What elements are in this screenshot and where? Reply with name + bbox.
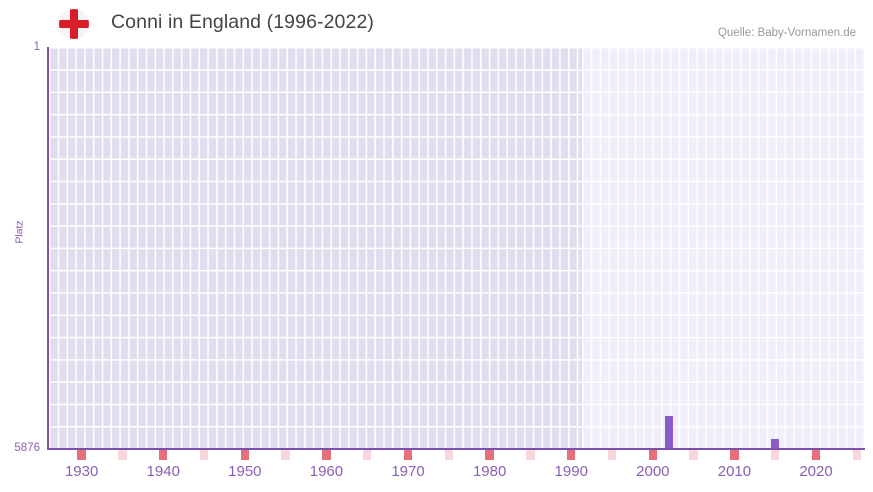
x-tick-2005: [689, 450, 698, 460]
chart-title: Conni in England (1996-2022): [111, 11, 374, 33]
x-tick-1995: [607, 450, 617, 460]
x-axis-tick-label-1960: 1960: [309, 463, 344, 480]
x-axis-tick-label-1930: 1930: [64, 463, 99, 480]
bar-2015[interactable]: [771, 438, 780, 448]
x-axis-tick-label-1980: 1980: [472, 463, 507, 480]
x-axis-tick-label-2010: 2010: [717, 463, 752, 480]
x-tick-2000: [648, 450, 658, 460]
x-axis-tick-label-1990: 1990: [554, 463, 588, 480]
x-tick-2020: [811, 450, 821, 460]
x-tick-1950: [240, 450, 250, 460]
x-tick-2015: [771, 450, 780, 460]
x-tick-2025: [852, 450, 862, 460]
x-tick-1940: [159, 450, 168, 460]
x-axis-tick-label-2020: 2020: [799, 463, 833, 480]
y-axis-title: Platz: [13, 220, 26, 244]
x-axis-tick-marks: [49, 450, 865, 460]
x-tick-1930: [77, 450, 86, 460]
y-axis-line: [47, 47, 49, 450]
x-axis-tick-label-1940: 1940: [146, 463, 180, 480]
x-tick-1990: [567, 450, 576, 460]
x-axis-tick-label-1950: 1950: [228, 463, 262, 480]
x-tick-2010: [730, 450, 739, 460]
x-axis-line: [47, 448, 865, 450]
x-tick-1965: [363, 450, 372, 460]
x-axis-tick-label-2000: 2000: [636, 463, 670, 480]
bars-layer: [49, 47, 865, 448]
x-tick-1980: [485, 450, 494, 460]
x-tick-1975: [444, 450, 454, 460]
y-axis-tick-label-bottom: 5876: [14, 442, 40, 454]
x-tick-1960: [322, 450, 331, 460]
x-tick-1945: [199, 450, 209, 460]
grid-pre-range: [49, 47, 582, 448]
x-tick-1985: [526, 450, 535, 460]
x-tick-1935: [118, 450, 127, 460]
grid-in-range: [582, 47, 865, 448]
bar-2002[interactable]: [665, 415, 674, 448]
grid-layer: [49, 47, 865, 448]
x-tick-1955: [281, 450, 290, 460]
plot-area: [49, 47, 865, 448]
x-axis-tick-label-1970: 1970: [391, 463, 425, 480]
y-axis-tick-label-top: 1: [33, 41, 40, 53]
x-tick-1970: [403, 450, 413, 460]
flag-cross-vertical: [70, 9, 78, 39]
source-note: Quelle: Baby-Vornamen.de: [717, 27, 856, 39]
england-flag-icon: [59, 9, 89, 39]
